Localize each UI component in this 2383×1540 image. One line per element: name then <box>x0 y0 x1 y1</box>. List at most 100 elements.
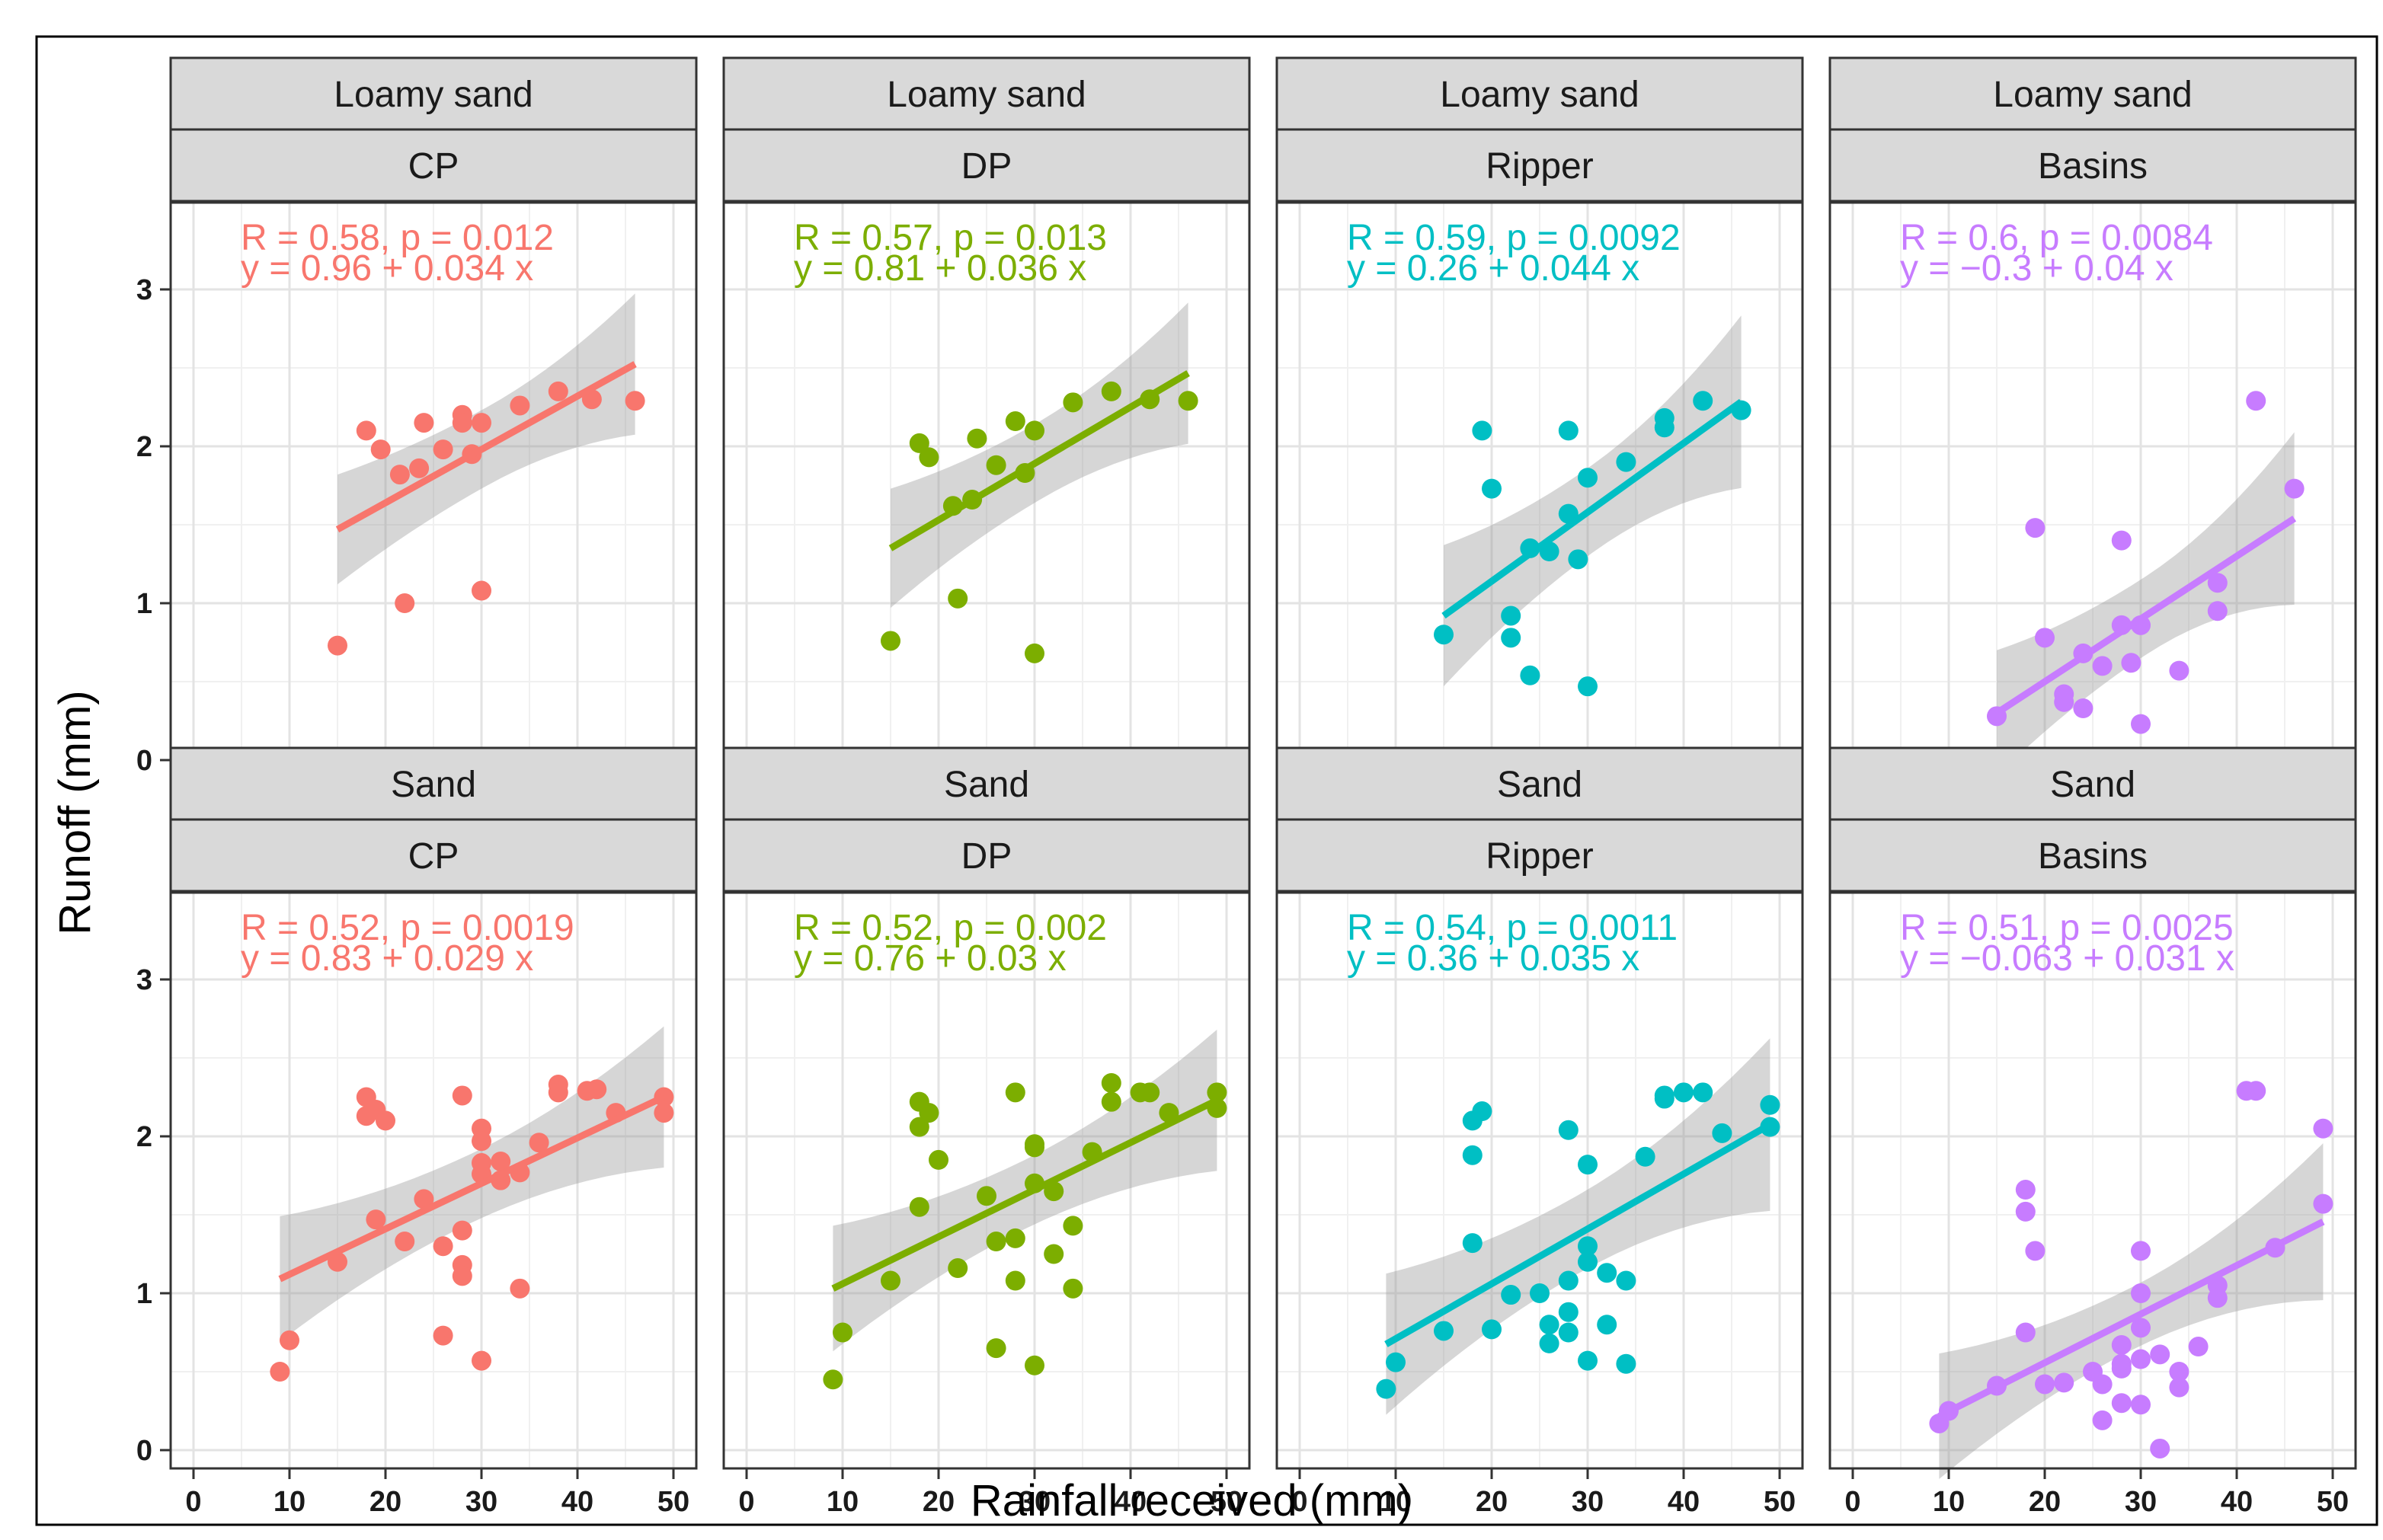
data-point <box>1654 1088 1674 1109</box>
x-tick-label: 30 <box>465 1486 497 1518</box>
x-tick-label: 0 <box>1844 1486 1860 1518</box>
data-point <box>1616 452 1636 472</box>
data-point <box>2035 1374 2055 1395</box>
panel-border <box>169 891 698 1470</box>
annotation-equation: y = 0.36 + 0.035 x <box>1347 938 1639 979</box>
data-point <box>2121 653 2142 673</box>
data-point <box>986 1232 1006 1252</box>
data-point <box>919 447 939 468</box>
confidence-band <box>833 1029 1217 1352</box>
data-point <box>1207 1082 1227 1103</box>
data-point <box>280 1330 299 1350</box>
strip-soil-label: Loamy sand <box>334 75 533 115</box>
data-point <box>1472 1101 1492 1122</box>
data-point <box>1434 625 1454 645</box>
data-point <box>1654 417 1674 438</box>
data-point <box>1101 381 1121 401</box>
data-point <box>823 1369 843 1390</box>
data-point <box>370 439 391 460</box>
data-point <box>452 1220 472 1241</box>
annotation-equation: y = −0.063 + 0.031 x <box>1900 938 2234 979</box>
x-tick-label: 30 <box>2125 1486 2157 1518</box>
data-point <box>1501 1285 1521 1305</box>
data-point <box>1501 628 1521 648</box>
data-point <box>2015 1322 2036 1343</box>
data-point <box>1434 1321 1454 1341</box>
data-point <box>1063 392 1083 413</box>
data-point <box>491 1151 511 1171</box>
data-point <box>948 588 968 609</box>
regression-line <box>1384 1121 1772 1347</box>
data-point <box>1578 676 1598 697</box>
panel-border <box>1828 891 2357 1470</box>
data-point <box>1101 1091 1121 1112</box>
data-point <box>2131 1241 2151 1261</box>
data-point <box>948 1258 968 1279</box>
data-point <box>2169 660 2189 681</box>
x-tick-label: 20 <box>923 1486 955 1518</box>
data-point <box>1578 468 1598 488</box>
confidence-band <box>337 293 635 585</box>
data-point <box>1462 1145 1483 1165</box>
data-point <box>2150 1438 2170 1459</box>
data-point <box>1578 1350 1598 1371</box>
strip-treatment-label: Basins <box>2038 146 2148 187</box>
annotation-equation: y = 0.76 + 0.03 x <box>794 938 1067 979</box>
data-point <box>1472 420 1492 441</box>
data-point <box>986 455 1006 475</box>
data-point <box>1005 1228 1025 1248</box>
strip-soil-bg <box>1275 56 1804 131</box>
data-point <box>2131 1349 2151 1369</box>
data-point <box>452 1266 472 1286</box>
strip-treatment-label: Basins <box>2038 836 2148 877</box>
data-point <box>2246 391 2266 411</box>
regression-line <box>278 1094 666 1283</box>
regression-line <box>335 361 637 533</box>
x-tick-label: 10 <box>1933 1486 1965 1518</box>
data-point <box>2092 1374 2113 1395</box>
data-point <box>1386 1352 1406 1372</box>
x-tick-label: 10 <box>827 1486 859 1518</box>
data-points <box>1376 1082 1780 1399</box>
strip-treatment-label: DP <box>961 146 1012 187</box>
y-tick-label: 2 <box>136 1121 152 1153</box>
data-point <box>1482 478 1502 499</box>
data-points <box>823 1072 1227 1390</box>
data-point <box>625 391 645 411</box>
x-tick-label: 0 <box>738 1486 754 1518</box>
annotation-equation: y = 0.26 + 0.044 x <box>1347 248 1639 289</box>
strip-treatment-label: CP <box>408 146 459 187</box>
x-tick-label: 30 <box>1019 1486 1051 1518</box>
annotation-correlation: R = 0.57, p = 0.013 <box>794 218 1107 258</box>
data-point <box>1693 391 1713 411</box>
strip-soil-label: Sand <box>1497 765 1582 805</box>
data-point <box>2313 1118 2333 1139</box>
data-point <box>919 1103 939 1123</box>
regression-line <box>831 1097 1219 1292</box>
data-point <box>2207 573 2228 593</box>
data-point <box>395 1232 415 1252</box>
data-point <box>654 1103 674 1123</box>
data-point <box>2111 1358 2132 1379</box>
data-point <box>433 1325 453 1346</box>
annotation-correlation: R = 0.54, p = 0.0011 <box>1347 908 1678 948</box>
data-point <box>1063 1278 1083 1299</box>
data-point <box>414 413 434 433</box>
annotation-correlation: R = 0.52, p = 0.0019 <box>241 908 574 948</box>
data-point <box>2054 1372 2074 1393</box>
data-point <box>2092 1410 2113 1430</box>
data-point <box>356 420 376 441</box>
data-point <box>328 635 347 656</box>
data-point <box>1558 1322 1579 1343</box>
data-point <box>1025 1137 1044 1158</box>
strip-treatment-bg <box>169 128 698 203</box>
data-point <box>2015 1201 2036 1222</box>
data-point <box>909 433 929 453</box>
data-point <box>2025 1241 2046 1261</box>
data-point <box>587 1079 607 1100</box>
panel-border <box>722 891 1251 1470</box>
data-point <box>1140 1082 1160 1103</box>
